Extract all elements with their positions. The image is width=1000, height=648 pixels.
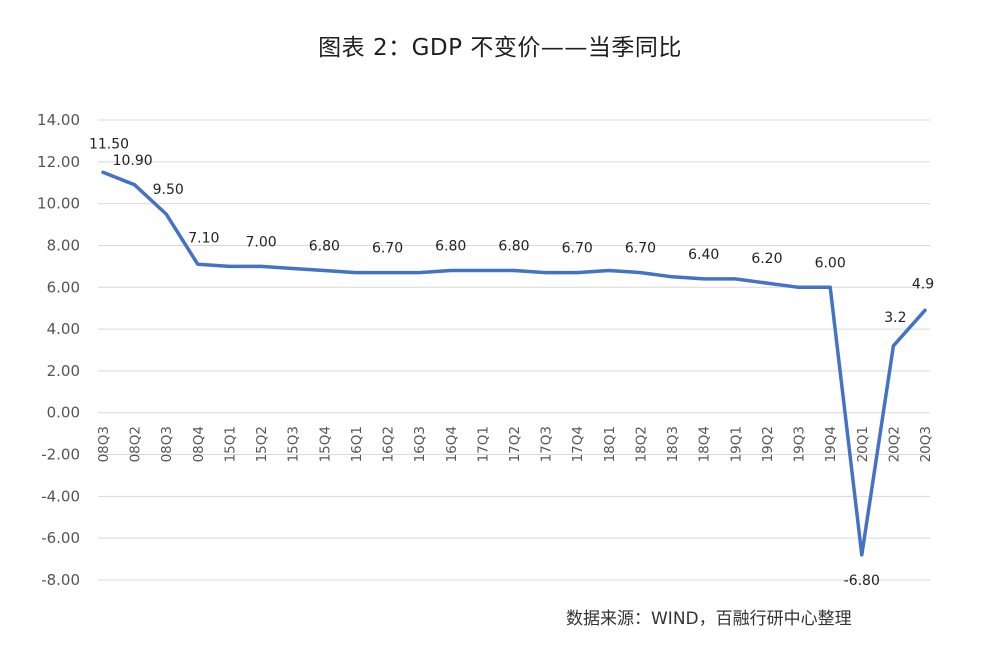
data-label: 3.2 [884,310,906,326]
data-label: 6.40 [688,247,719,263]
y-tick-label: 6.00 [47,278,80,296]
x-tick-label: 08Q4 [191,426,207,462]
y-tick-label: 4.00 [47,320,80,338]
data-label: 7.10 [188,230,219,246]
x-tick-label: 19Q2 [760,426,776,462]
y-tick-label: -6.00 [41,529,80,547]
x-tick-label: 19Q1 [728,426,744,462]
data-label: 6.80 [309,239,340,255]
x-tick-label: 15Q4 [317,426,333,462]
data-label: 11.50 [89,136,129,152]
x-tick-label: 18Q2 [633,426,649,462]
data-label: 10.90 [113,153,153,169]
x-tick-label: 16Q2 [381,426,397,462]
x-tick-label: 08Q3 [96,426,112,462]
y-tick-label: 12.00 [37,153,80,171]
x-tick-label: 19Q3 [792,426,808,462]
x-tick-label: 20Q3 [918,426,934,462]
data-label: 6.20 [751,251,782,267]
x-tick-label: 16Q4 [444,426,460,462]
x-axis-ticks: 08Q3 08Q2 08Q3 08Q4 15Q1 15Q2 15Q3 15Q4 16Q1 16Q2… [96,426,934,462]
data-label: 6.70 [625,241,656,257]
gridlines [98,119,930,581]
y-tick-label: -4.00 [41,487,80,505]
x-tick-label: 17Q1 [475,426,491,462]
x-tick-label: 16Q1 [349,426,365,462]
data-label: 9.50 [153,182,184,198]
data-label: 6.00 [815,255,846,271]
y-axis-ticks: 14.00 12.00 10.00 8.00 6.00 4.00 2.00 0.00 -2.00… [37,111,80,589]
y-tick-label: 10.00 [37,195,80,213]
x-tick-label: 17Q4 [570,426,586,462]
x-tick-label: 08Q3 [159,426,175,462]
data-label: 6.70 [372,241,403,257]
y-tick-label: 0.00 [47,404,80,422]
x-tick-label: 20Q1 [855,426,871,462]
data-label: 7.00 [245,234,276,250]
x-tick-label: 15Q3 [286,426,302,462]
y-tick-label: -2.00 [41,446,80,464]
x-tick-label: 15Q2 [254,426,270,462]
y-tick-label: 14.00 [37,111,80,129]
series-line [101,170,927,557]
y-tick-label: -8.00 [41,571,80,589]
x-tick-label: 18Q3 [665,426,681,462]
x-tick-label: 17Q2 [507,426,523,462]
data-label: 6.80 [498,239,529,255]
x-tick-label: 18Q1 [602,426,618,462]
x-tick-label: 08Q2 [128,426,144,462]
y-tick-label: 2.00 [47,362,80,380]
data-label: -6.80 [844,573,880,589]
x-tick-label: 18Q4 [697,426,713,462]
x-tick-label: 17Q3 [539,426,555,462]
chart-title: 图表 2：GDP 不变价——当季同比 [318,35,682,61]
x-tick-label: 20Q2 [886,426,902,462]
data-label: 6.70 [562,241,593,257]
data-label: 6.80 [435,239,466,255]
data-label: 4.9 [912,276,934,292]
y-tick-label: 8.00 [47,236,80,254]
x-tick-label: 15Q1 [222,426,238,462]
x-tick-label: 19Q4 [823,426,839,462]
x-tick-label: 16Q3 [412,426,428,462]
source-note: 数据来源：WIND，百融行研中心整理 [566,609,852,629]
